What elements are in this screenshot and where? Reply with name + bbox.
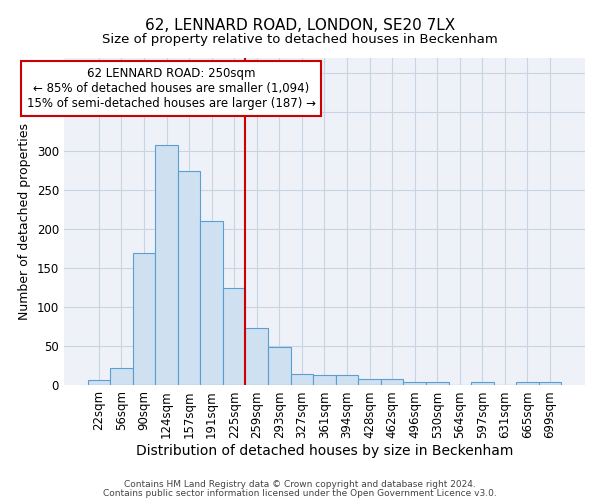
Bar	[471, 382, 494, 386]
Bar	[403, 382, 426, 386]
Text: Contains public sector information licensed under the Open Government Licence v3: Contains public sector information licen…	[103, 488, 497, 498]
Text: 62 LENNARD ROAD: 250sqm
← 85% of detached houses are smaller (1,094)
15% of semi: 62 LENNARD ROAD: 250sqm ← 85% of detache…	[26, 67, 316, 110]
Bar	[133, 252, 155, 386]
Bar	[178, 170, 200, 386]
Bar	[268, 347, 290, 386]
X-axis label: Distribution of detached houses by size in Beckenham: Distribution of detached houses by size …	[136, 444, 513, 458]
Text: Size of property relative to detached houses in Beckenham: Size of property relative to detached ho…	[102, 32, 498, 46]
Bar	[313, 374, 336, 386]
Bar	[426, 382, 449, 386]
Bar	[290, 374, 313, 386]
Bar	[358, 379, 381, 386]
Bar	[110, 368, 133, 386]
Bar	[155, 145, 178, 386]
Bar	[200, 222, 223, 386]
Bar	[381, 379, 403, 386]
Bar	[516, 382, 539, 386]
Text: Contains HM Land Registry data © Crown copyright and database right 2024.: Contains HM Land Registry data © Crown c…	[124, 480, 476, 489]
Bar	[336, 374, 358, 386]
Bar	[245, 328, 268, 386]
Y-axis label: Number of detached properties: Number of detached properties	[18, 123, 31, 320]
Bar	[88, 380, 110, 386]
Bar	[223, 288, 245, 386]
Bar	[539, 382, 562, 386]
Title: 62, LENNARD ROAD, LONDON, SE20 7LX
Size of property relative to detached houses : 62, LENNARD ROAD, LONDON, SE20 7LX Size …	[0, 499, 1, 500]
Text: 62, LENNARD ROAD, LONDON, SE20 7LX: 62, LENNARD ROAD, LONDON, SE20 7LX	[145, 18, 455, 32]
